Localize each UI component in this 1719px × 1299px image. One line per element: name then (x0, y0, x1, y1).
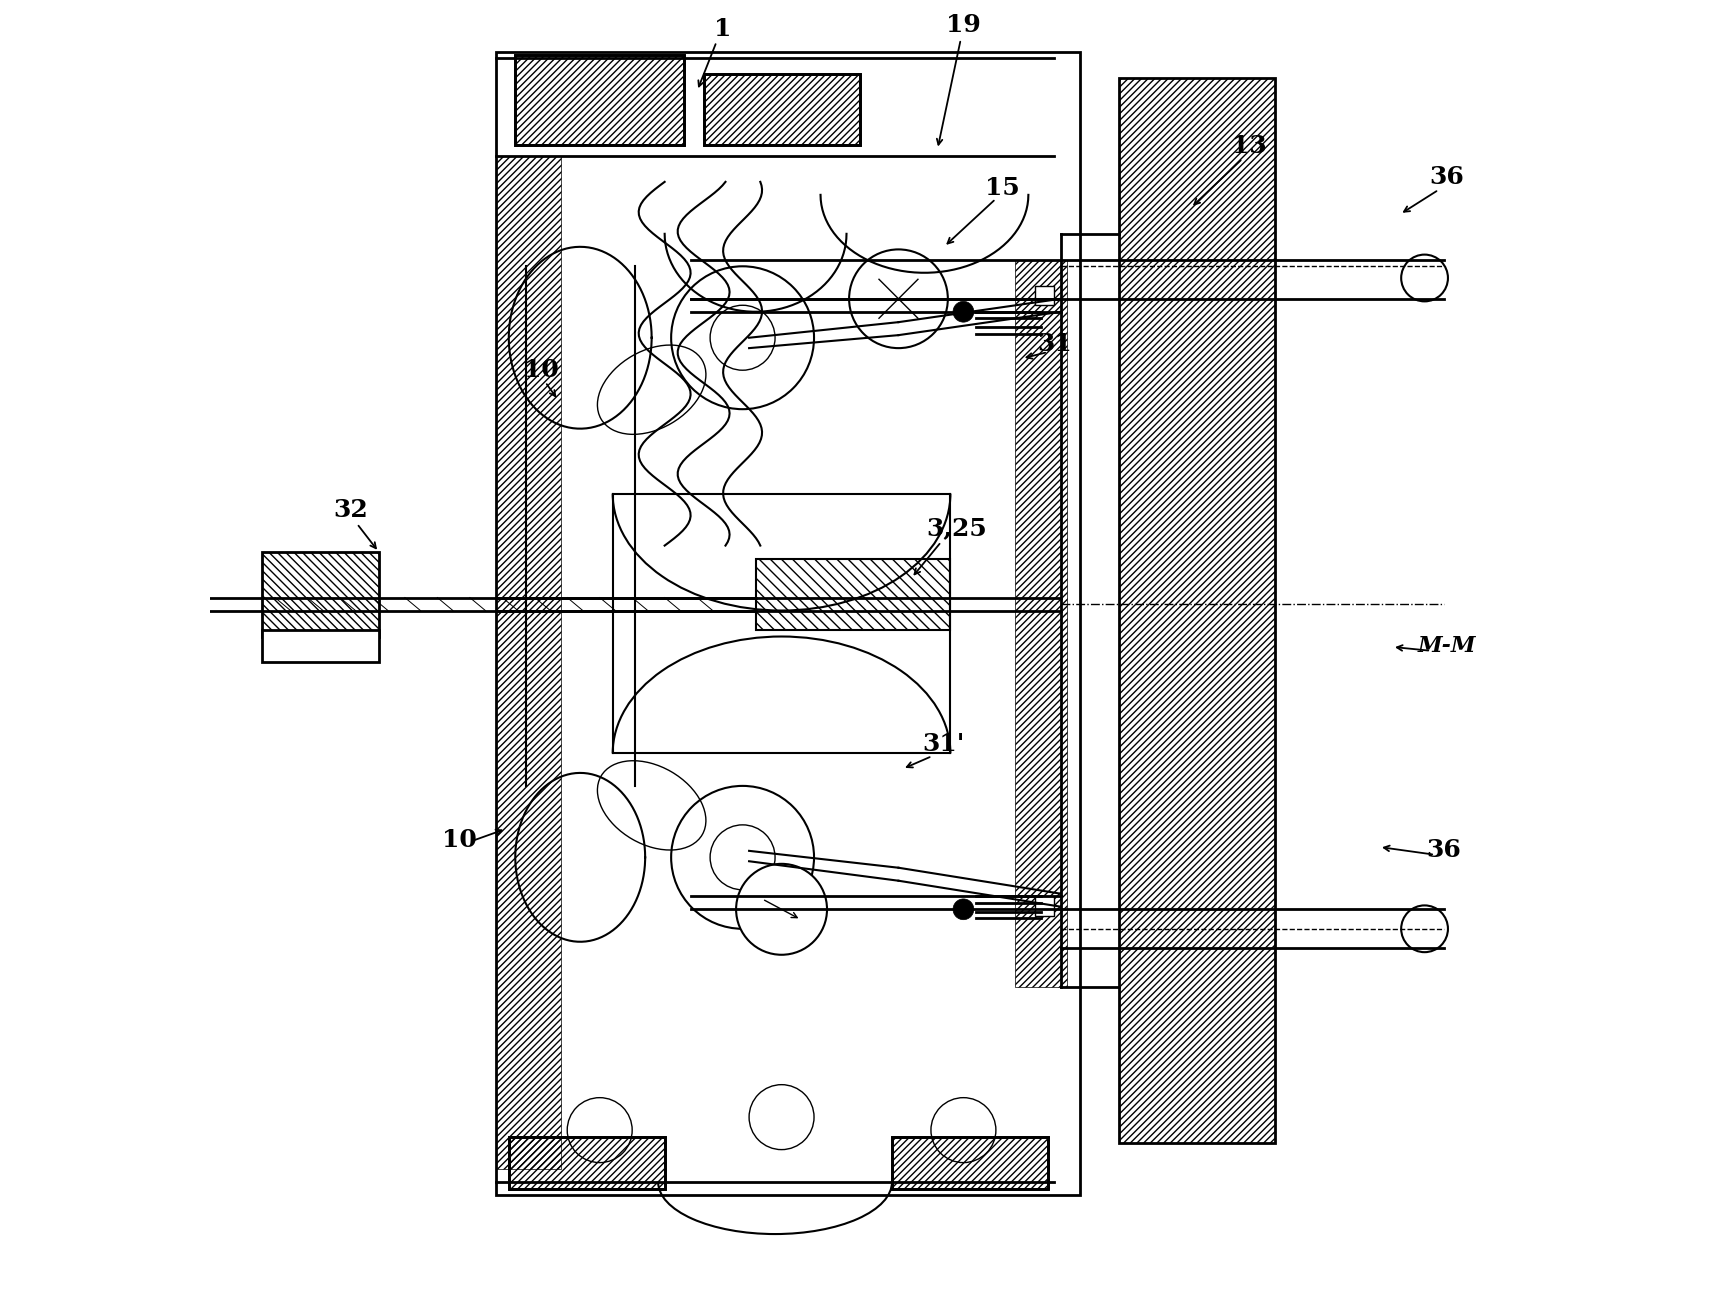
Bar (495, 156, 560, 1169)
Text: 31': 31' (923, 731, 964, 756)
Bar (261, 552, 378, 637)
Text: 31: 31 (1037, 331, 1071, 356)
Circle shape (952, 899, 973, 920)
Bar (1035, 286, 1054, 305)
Text: 15: 15 (985, 175, 1019, 200)
Circle shape (710, 825, 775, 890)
Bar (1016, 260, 1067, 987)
Bar (509, 1137, 665, 1189)
Text: 10: 10 (442, 827, 476, 852)
Text: 13: 13 (1233, 134, 1267, 158)
Circle shape (952, 301, 973, 322)
Bar (509, 1137, 665, 1189)
Bar (516, 55, 684, 145)
Circle shape (1401, 905, 1447, 952)
Circle shape (710, 305, 775, 370)
Text: 32: 32 (333, 498, 368, 522)
Bar (892, 1137, 1049, 1189)
Circle shape (849, 249, 947, 348)
Bar (261, 630, 378, 662)
Circle shape (1401, 255, 1447, 301)
Circle shape (670, 786, 815, 929)
Bar (703, 74, 860, 145)
Text: 36: 36 (1428, 165, 1465, 190)
Bar (261, 552, 378, 637)
Bar (1119, 78, 1275, 1143)
Bar (756, 559, 951, 630)
Circle shape (567, 1098, 633, 1163)
Text: 3,25: 3,25 (927, 516, 987, 540)
Text: 19: 19 (945, 13, 982, 38)
Text: M-M: M-M (1418, 635, 1477, 657)
Bar (892, 1137, 1049, 1189)
Circle shape (670, 266, 815, 409)
Text: 1: 1 (715, 17, 732, 42)
Bar (756, 559, 951, 630)
Circle shape (749, 1085, 815, 1150)
Bar (703, 74, 860, 145)
Circle shape (932, 1098, 995, 1163)
Bar (1119, 78, 1275, 1143)
Bar (495, 52, 1080, 1195)
Text: 10: 10 (524, 357, 559, 382)
Text: 36: 36 (1427, 838, 1461, 863)
Circle shape (736, 864, 827, 955)
Bar (1035, 896, 1054, 916)
Bar (516, 55, 684, 145)
